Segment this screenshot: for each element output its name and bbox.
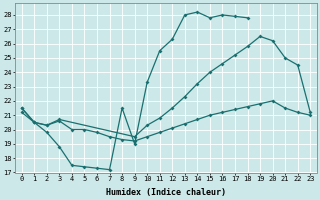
X-axis label: Humidex (Indice chaleur): Humidex (Indice chaleur) <box>106 188 226 197</box>
